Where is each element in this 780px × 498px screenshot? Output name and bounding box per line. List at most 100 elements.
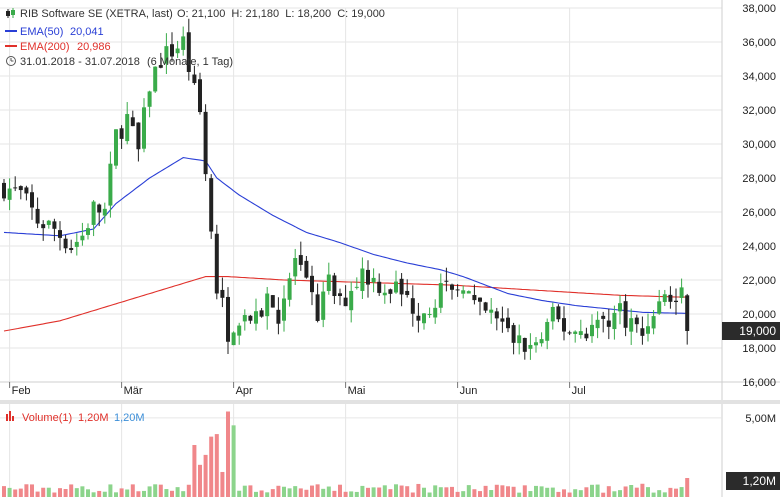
candle-down — [410, 298, 415, 314]
volume-bar — [91, 492, 96, 497]
candle-up — [108, 163, 113, 206]
candle-up — [80, 235, 85, 241]
volume-bar — [679, 487, 684, 497]
volume-bar — [13, 489, 18, 497]
price-tick-label: 16,000 — [742, 377, 776, 389]
candle-down — [522, 337, 527, 352]
volume-bar — [506, 486, 510, 497]
candle-down — [97, 204, 102, 213]
candle-down — [472, 294, 477, 301]
candle-down — [584, 333, 589, 339]
candle-down — [220, 289, 225, 298]
candle-up — [461, 290, 466, 294]
volume-bar — [237, 490, 242, 497]
price-tick-label: 34,000 — [742, 71, 776, 83]
price-tick-label: 22,000 — [742, 275, 776, 287]
candle-down — [450, 284, 454, 290]
volume-bar — [181, 491, 186, 497]
candle-up — [282, 298, 286, 321]
ema200-line — [3, 276, 688, 332]
candle-up — [102, 208, 107, 216]
volume-bar — [153, 484, 158, 497]
candle-up — [629, 318, 634, 332]
volume-bar — [108, 484, 113, 497]
volume-bar — [573, 489, 578, 497]
candle-down — [13, 187, 18, 189]
last-volume-badge: 1,20M — [726, 472, 780, 490]
candle-down — [248, 315, 253, 321]
candle-down — [63, 238, 68, 249]
candle-up — [489, 309, 494, 313]
volume-bar — [242, 485, 247, 497]
volume-bar — [226, 411, 230, 497]
candle-up — [433, 307, 438, 318]
candle-up — [46, 220, 51, 225]
candle-up — [293, 257, 298, 277]
candle-down — [30, 192, 34, 208]
volume-bar — [24, 484, 29, 497]
volume-bar — [511, 486, 516, 497]
candle-up — [539, 339, 544, 344]
volume-bar — [63, 489, 68, 497]
volume-bar — [399, 485, 404, 497]
volume-bar — [349, 491, 354, 497]
date-range-detail: (6 Monate, 1 Tag) — [147, 56, 233, 68]
volume-bar — [685, 478, 690, 497]
candle-down — [209, 178, 214, 232]
candle-down — [310, 275, 314, 293]
volume-bar — [310, 485, 314, 497]
candle-down — [41, 224, 46, 229]
candle-up — [91, 201, 96, 225]
candle-up — [153, 66, 158, 92]
candle-down — [343, 297, 348, 307]
volume-bar — [433, 485, 438, 497]
volume-bar — [478, 491, 482, 497]
volume-bar — [332, 490, 337, 497]
volume-bar — [528, 491, 533, 497]
candle-up — [86, 228, 90, 235]
candle-down — [506, 317, 510, 329]
volume-icon — [6, 411, 14, 421]
pane-separator — [0, 400, 780, 404]
candle-up — [618, 303, 622, 312]
candle-down — [192, 74, 197, 84]
volume-bar — [7, 487, 12, 497]
last-price-badge: 19,000 — [722, 322, 780, 340]
volume-bar — [623, 486, 628, 497]
price-tick-label: 24,000 — [742, 241, 776, 253]
volume-bar — [422, 487, 426, 497]
volume-bar — [254, 491, 258, 497]
candle-up — [578, 331, 583, 335]
volume-bar — [74, 488, 79, 497]
candle-up — [550, 306, 555, 322]
candle-down — [685, 295, 690, 331]
candle-up — [254, 311, 258, 324]
ema200-path — [3, 276, 688, 332]
volume-bar — [186, 484, 191, 497]
volume-bar — [550, 487, 555, 497]
candle-down — [601, 315, 606, 319]
volume-bar — [618, 490, 622, 497]
volume-bar — [595, 484, 600, 497]
candle-down — [562, 318, 566, 332]
volume-bar — [338, 484, 342, 497]
volume-bar — [2, 486, 6, 497]
volume-bar — [539, 486, 544, 497]
candle-up — [422, 313, 426, 324]
volume-bar — [629, 485, 634, 497]
candle-down — [35, 208, 40, 224]
volume-bar — [41, 487, 46, 497]
volume-bar — [321, 488, 326, 497]
candle-up — [382, 292, 387, 296]
candle-up — [595, 319, 600, 329]
candle-up — [657, 301, 662, 314]
candle-down — [203, 111, 208, 175]
price-tick-label: 18,000 — [742, 343, 776, 355]
candle-down — [2, 182, 6, 199]
candle-down — [119, 128, 124, 139]
volume-bars — [2, 411, 690, 497]
volume-bar — [282, 486, 286, 497]
volume-bar — [58, 488, 62, 497]
candle-down — [24, 187, 29, 194]
candle-up — [590, 324, 594, 337]
